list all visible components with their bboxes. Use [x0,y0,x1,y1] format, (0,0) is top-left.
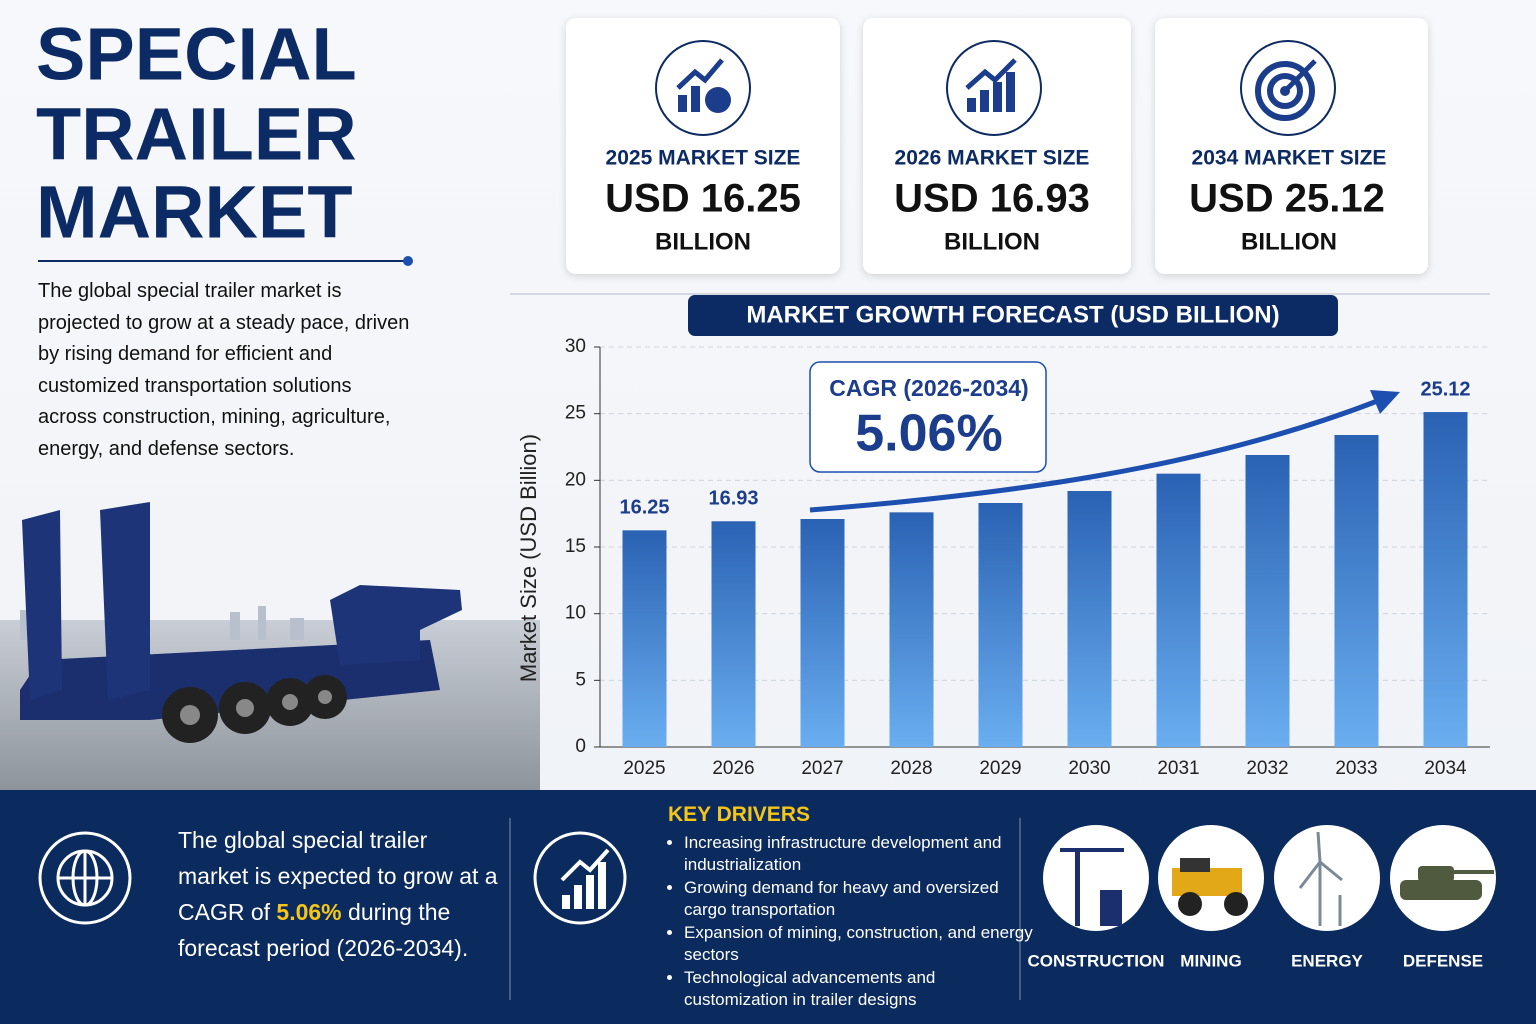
bar [1156,473,1201,747]
x-tick-label: 2032 [1246,758,1288,779]
trend-arrowhead [1370,390,1400,414]
summary-highlight: 5.06% [276,899,342,925]
y-tick-label: 20 [565,469,586,490]
y-tick-label: 15 [565,536,586,557]
trend-arrow [809,397,1381,513]
x-tick-label: 2034 [1424,758,1467,779]
value-label: 16.25 [619,497,669,519]
title-line: MARKET [36,171,353,254]
x-tick-label: 2025 [623,758,665,779]
sector-label: DEFENSE [1403,951,1483,970]
card [1155,18,1428,274]
bar [622,530,667,747]
title-line: TRAILER [36,93,357,176]
cagr-box [809,361,1047,473]
card-value: USD 16.25 [605,177,801,221]
drivers-title: KEY DRIVERS [668,803,810,826]
bar [978,503,1023,747]
bar [1423,412,1468,747]
summary-text: The global special trailer market is exp… [178,827,498,925]
driver-item: Technological advancements and customiza… [684,967,1034,1011]
description: The global special trailer market is pro… [38,280,410,460]
x-tick-label: 2028 [890,758,932,779]
cagr-label: CAGR (2026-2034) [829,375,1028,401]
divider-dot [403,256,413,266]
cards: 2025 MARKET SIZE USD 16.25 BILLION 2026 … [566,18,1428,274]
bottom-band [0,790,1536,1024]
sector-label: CONSTRUCTION [1028,951,1165,970]
y-tick-label: 30 [565,336,586,357]
x-tick-label: 2031 [1157,758,1199,779]
y-axis-label: Market Size (USD Billion) [516,434,541,682]
card [863,18,1131,274]
y-tick-label: 0 [575,736,586,757]
x-tick-label: 2029 [979,758,1021,779]
bar [1334,435,1379,747]
globe-icon [38,831,132,925]
y-tick-label: 5 [575,669,586,690]
bar [800,519,845,747]
x-tick-label: 2033 [1335,758,1377,779]
card-label: 2034 MARKET SIZE [1192,147,1387,170]
sector-label: MINING [1180,951,1241,970]
driver-item: Increasing infrastructure development an… [684,832,1034,876]
card-unit: BILLION [655,228,751,255]
trailer-illustration [0,502,540,790]
card-value: USD 16.93 [894,177,1090,221]
chart-title: MARKET GROWTH FORECAST (USD BILLION) [746,301,1279,328]
x-tick-label: 2027 [801,758,843,779]
bar [711,521,756,747]
card-icons [676,58,1317,121]
card-value: USD 25.12 [1189,177,1385,221]
y-tick-label: 10 [565,603,586,624]
growth-icon [533,831,627,925]
bar [1067,491,1112,747]
title-line: SPECIAL [36,13,357,96]
chart-title-bg [688,295,1338,336]
summary: The global special trailer market is exp… [178,822,498,966]
card-label: 2026 MARKET SIZE [895,147,1090,170]
summary-text: during the forecast period (2026-2034). [178,899,469,961]
card-label: 2025 MARKET SIZE [606,147,801,170]
bar [889,512,934,747]
sector-label: ENERGY [1291,951,1363,970]
x-tick-label: 2030 [1068,758,1110,779]
value-label: 25.12 [1420,378,1470,400]
card-unit: BILLION [1241,228,1337,255]
x-tick-label: 2026 [712,758,754,779]
driver-item: Growing demand for heavy and oversized c… [684,877,1034,921]
y-tick-label: 25 [565,403,586,424]
bar [1245,455,1290,747]
cagr-value: 5.06% [855,405,1002,463]
drivers-list: Increasing infrastructure development an… [664,832,1034,1012]
card [566,18,840,274]
sector-icons [1043,825,1496,931]
card-unit: BILLION [944,228,1040,255]
driver-item: Expansion of mining, construction, and e… [684,922,1034,966]
value-label: 16.93 [708,488,758,510]
